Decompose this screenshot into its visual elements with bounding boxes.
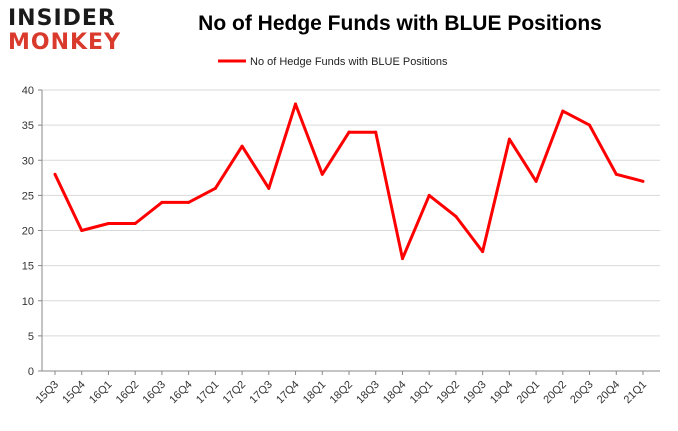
- data-point: [106, 221, 110, 225]
- series-lines: [53, 102, 645, 261]
- data-point: [507, 137, 511, 141]
- x-tick-label: 16Q4: [167, 379, 195, 407]
- data-point: [347, 130, 351, 134]
- x-tick-label: 20Q1: [515, 379, 543, 407]
- x-tick-label: 20Q3: [568, 379, 596, 407]
- data-point: [240, 144, 244, 148]
- x-tick-label: 19Q1: [408, 379, 436, 407]
- x-tick-label: 18Q4: [381, 379, 409, 407]
- data-point: [641, 179, 645, 183]
- legend: No of Hedge Funds with BLUE Positions: [218, 56, 448, 68]
- y-tick-label: 40: [22, 85, 34, 97]
- y-axis-ticks: 0 5 10 15 20 25 30 35 40: [22, 85, 42, 378]
- y-tick-label: 5: [28, 331, 34, 343]
- x-tick-label: 17Q3: [247, 379, 275, 407]
- x-axis-ticks: 15Q3 15Q4 16Q1 16Q2 16Q3 16Q4 17Q1 17Q2 17Q3 17Q4…: [34, 371, 650, 407]
- x-tick-label: 18Q3: [354, 379, 382, 407]
- y-tick-label: 25: [22, 190, 34, 202]
- data-point: [481, 250, 485, 254]
- y-tick-label: 10: [22, 296, 34, 308]
- data-point: [187, 200, 191, 204]
- data-point: [400, 257, 404, 261]
- x-tick-label: 15Q4: [60, 379, 88, 407]
- data-point: [53, 172, 57, 176]
- data-point: [588, 123, 592, 127]
- x-tick-label: 18Q2: [328, 379, 356, 407]
- x-tick-label: 19Q4: [488, 379, 516, 407]
- data-point: [320, 172, 324, 176]
- x-tick-label: 16Q2: [114, 379, 142, 407]
- data-point: [267, 186, 271, 190]
- x-tick-label: 16Q3: [141, 379, 169, 407]
- data-point: [454, 214, 458, 218]
- y-tick-label: 30: [22, 155, 34, 167]
- y-tick-label: 20: [22, 226, 34, 238]
- data-point: [213, 186, 217, 190]
- data-point: [294, 102, 298, 106]
- x-tick-label: 17Q1: [194, 379, 222, 407]
- x-tick-label: 15Q3: [34, 379, 62, 407]
- data-point: [561, 109, 565, 113]
- data-point: [160, 200, 164, 204]
- data-point: [427, 193, 431, 197]
- gridlines: [42, 89, 660, 372]
- y-tick-label: 15: [22, 261, 34, 273]
- x-tick-label: 20Q4: [595, 379, 623, 407]
- x-tick-label: 17Q4: [274, 379, 302, 407]
- data-point: [534, 179, 538, 183]
- data-point: [614, 172, 618, 176]
- x-tick-label: 21Q1: [622, 379, 650, 407]
- x-tick-label: 19Q3: [461, 379, 489, 407]
- data-point: [80, 229, 84, 232]
- chart-title: No of Hedge Funds with BLUE Positions: [198, 12, 602, 35]
- data-point: [374, 130, 378, 134]
- axes: [41, 90, 660, 372]
- insider-monkey-logo: INSIDER MONKEY: [8, 6, 128, 56]
- logo-line1: INSIDER: [8, 6, 116, 31]
- data-point: [133, 221, 137, 225]
- y-tick-label: 0: [28, 366, 34, 378]
- x-tick-label: 17Q2: [221, 379, 249, 407]
- series-line: [53, 102, 644, 261]
- x-tick-label: 18Q1: [301, 379, 329, 407]
- logo-line2: MONKEY: [8, 30, 122, 55]
- x-tick-label: 16Q1: [87, 379, 115, 407]
- legend-label: No of Hedge Funds with BLUE Positions: [250, 56, 448, 68]
- y-tick-label: 35: [22, 120, 34, 132]
- x-tick-label: 19Q2: [435, 379, 463, 407]
- x-tick-label: 20Q2: [541, 379, 569, 407]
